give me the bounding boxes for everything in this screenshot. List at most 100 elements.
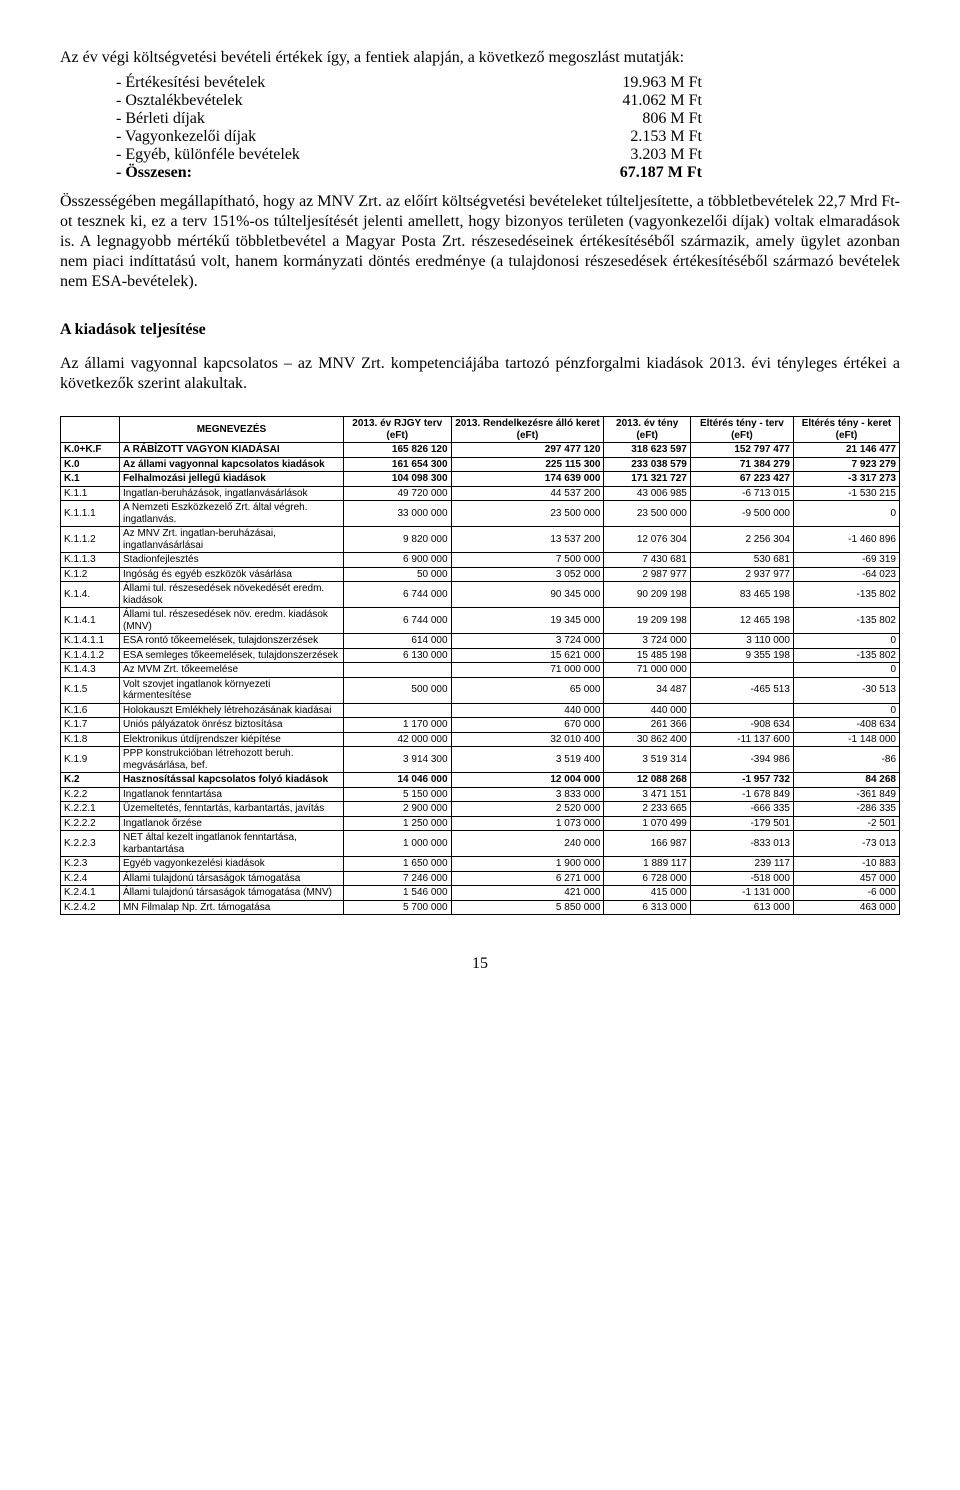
table-cell: K.1.2 <box>61 567 120 582</box>
summary-item-value: 3.203 M Ft <box>582 146 708 164</box>
table-row: K.2.2Ingatlanok fenntartása5 150 0003 83… <box>61 787 900 802</box>
table-cell: PPP konstrukcióban létrehozott beruh. me… <box>120 747 344 773</box>
table-cell: A Nemzeti Eszközkezelő Zrt. által végreh… <box>120 501 344 527</box>
table-cell: 67 223 427 <box>690 472 793 487</box>
table-cell: 233 038 579 <box>604 457 690 472</box>
table-cell: K.1.8 <box>61 732 120 747</box>
table-cell: 670 000 <box>451 718 604 733</box>
table-cell: 2 520 000 <box>451 802 604 817</box>
table-cell: Uniós pályázatok önrész biztosítása <box>120 718 344 733</box>
table-header-cell <box>61 417 120 443</box>
table-cell: Ingatlan-beruházások, ingatlanvásárlások <box>120 486 344 501</box>
table-row: K.1.1Ingatlan-beruházások, ingatlanvásár… <box>61 486 900 501</box>
table-cell: -666 335 <box>690 802 793 817</box>
table-cell: 15 621 000 <box>451 648 604 663</box>
table-row: K.2.2.1Üzemeltetés, fenntartás, karbanta… <box>61 802 900 817</box>
table-cell: 500 000 <box>343 677 451 703</box>
table-cell: 12 076 304 <box>604 527 690 553</box>
table-cell: 49 720 000 <box>343 486 451 501</box>
table-cell: 3 833 000 <box>451 787 604 802</box>
table-cell: 50 000 <box>343 567 451 582</box>
table-cell: 261 366 <box>604 718 690 733</box>
table-cell: Az állami vagyonnal kapcsolatos kiadások <box>120 457 344 472</box>
table-cell: 90 209 198 <box>604 582 690 608</box>
table-cell: Állami tul. részesedések növ. eredm. kia… <box>120 608 344 634</box>
table-cell: 1 170 000 <box>343 718 451 733</box>
table-cell: 415 000 <box>604 886 690 901</box>
table-cell: 3 724 000 <box>604 634 690 649</box>
table-header-cell: Eltérés tény - terv (eFt) <box>690 417 793 443</box>
table-row: K.1.1.1A Nemzeti Eszközkezelő Zrt. által… <box>61 501 900 527</box>
table-cell: 23 500 000 <box>451 501 604 527</box>
table-cell: K.1 <box>61 472 120 487</box>
table-row: K.1.4.1Állami tul. részesedések növ. ere… <box>61 608 900 634</box>
table-cell: -1 148 000 <box>793 732 899 747</box>
table-row: K.1Felhalmozási jellegű kiadások104 098 … <box>61 472 900 487</box>
table-row: K.2.4.2MN Filmalap Np. Zrt. támogatása5 … <box>61 900 900 915</box>
table-cell: 12 465 198 <box>690 608 793 634</box>
table-cell: -179 501 <box>690 816 793 831</box>
table-cell: -394 986 <box>690 747 793 773</box>
table-cell: 104 098 300 <box>343 472 451 487</box>
table-cell: 530 681 <box>690 553 793 568</box>
expenditure-table: MEGNEVEZÉS2013. év RJGY terv (eFt)2013. … <box>60 416 900 915</box>
table-cell: K.1.4.1 <box>61 608 120 634</box>
table-row: K.0+K.FA RÁBÍZOTT VAGYON KIADÁSAI165 826… <box>61 443 900 458</box>
table-cell: K.2.2.3 <box>61 831 120 857</box>
table-cell: Állami tulajdonú társaságok támogatása (… <box>120 886 344 901</box>
table-row: K.1.9PPP konstrukcióban létrehozott beru… <box>61 747 900 773</box>
table-header-cell: 2013. év tény (eFt) <box>604 417 690 443</box>
summary-item-value: 67.187 M Ft <box>582 164 708 182</box>
table-cell: ESA semleges tőkeemelések, tulajdonszerz… <box>120 648 344 663</box>
table-cell: 44 537 200 <box>451 486 604 501</box>
table-cell: 174 639 000 <box>451 472 604 487</box>
table-row: K.2.4Állami tulajdonú társaságok támogat… <box>61 871 900 886</box>
table-cell: -86 <box>793 747 899 773</box>
table-cell: 297 477 120 <box>451 443 604 458</box>
table-cell: Üzemeltetés, fenntartás, karbantartás, j… <box>120 802 344 817</box>
table-cell: 23 500 000 <box>604 501 690 527</box>
table-cell: 13 537 200 <box>451 527 604 553</box>
table-cell: 6 313 000 <box>604 900 690 915</box>
table-cell <box>690 703 793 718</box>
table-cell: 171 321 727 <box>604 472 690 487</box>
table-cell: K.1.1.3 <box>61 553 120 568</box>
table-cell: Az MVM Zrt. tőkeemelése <box>120 663 344 678</box>
table-cell <box>343 663 451 678</box>
table-cell: -1 678 849 <box>690 787 793 802</box>
table-cell: 421 000 <box>451 886 604 901</box>
table-row: K.2.3Egyéb vagyonkezelési kiadások1 650 … <box>61 857 900 872</box>
table-cell: -286 335 <box>793 802 899 817</box>
table-cell: 152 797 477 <box>690 443 793 458</box>
table-cell: 1 073 000 <box>451 816 604 831</box>
table-cell: -135 802 <box>793 582 899 608</box>
table-cell: 2 233 665 <box>604 802 690 817</box>
intro-paragraph: Az év végi költségvetési bevételi értéke… <box>60 48 900 68</box>
table-row: K.1.4.1.2ESA semleges tőkeemelések, tula… <box>61 648 900 663</box>
table-cell: K.1.9 <box>61 747 120 773</box>
summary-item-value: 19.963 M Ft <box>582 74 708 92</box>
table-cell: Hasznosítással kapcsolatos folyó kiadáso… <box>120 773 344 788</box>
summary-item-value: 806 M Ft <box>582 110 708 128</box>
table-cell: 3 471 151 <box>604 787 690 802</box>
table-row: K.1.4.Állami tul. részesedések növekedés… <box>61 582 900 608</box>
table-cell: K.2.3 <box>61 857 120 872</box>
table-cell: -908 634 <box>690 718 793 733</box>
table-cell: -9 500 000 <box>690 501 793 527</box>
table-cell: -465 513 <box>690 677 793 703</box>
table-cell: 457 000 <box>793 871 899 886</box>
table-cell: -3 317 273 <box>793 472 899 487</box>
table-cell: K.1.1 <box>61 486 120 501</box>
table-row: K.1.7Uniós pályázatok önrész biztosítása… <box>61 718 900 733</box>
table-cell: -64 023 <box>793 567 899 582</box>
section-heading: A kiadások teljesítése <box>60 320 900 340</box>
table-row: K.1.1.2Az MNV Zrt. ingatlan-beruházásai,… <box>61 527 900 553</box>
table-row: K.1.5Volt szovjet ingatlanok környezeti … <box>61 677 900 703</box>
table-cell: 165 826 120 <box>343 443 451 458</box>
table-cell: 7 246 000 <box>343 871 451 886</box>
table-cell: 83 465 198 <box>690 582 793 608</box>
table-cell: 3 914 300 <box>343 747 451 773</box>
table-cell: 6 130 000 <box>343 648 451 663</box>
table-cell: 3 724 000 <box>451 634 604 649</box>
table-cell: 2 937 977 <box>690 567 793 582</box>
